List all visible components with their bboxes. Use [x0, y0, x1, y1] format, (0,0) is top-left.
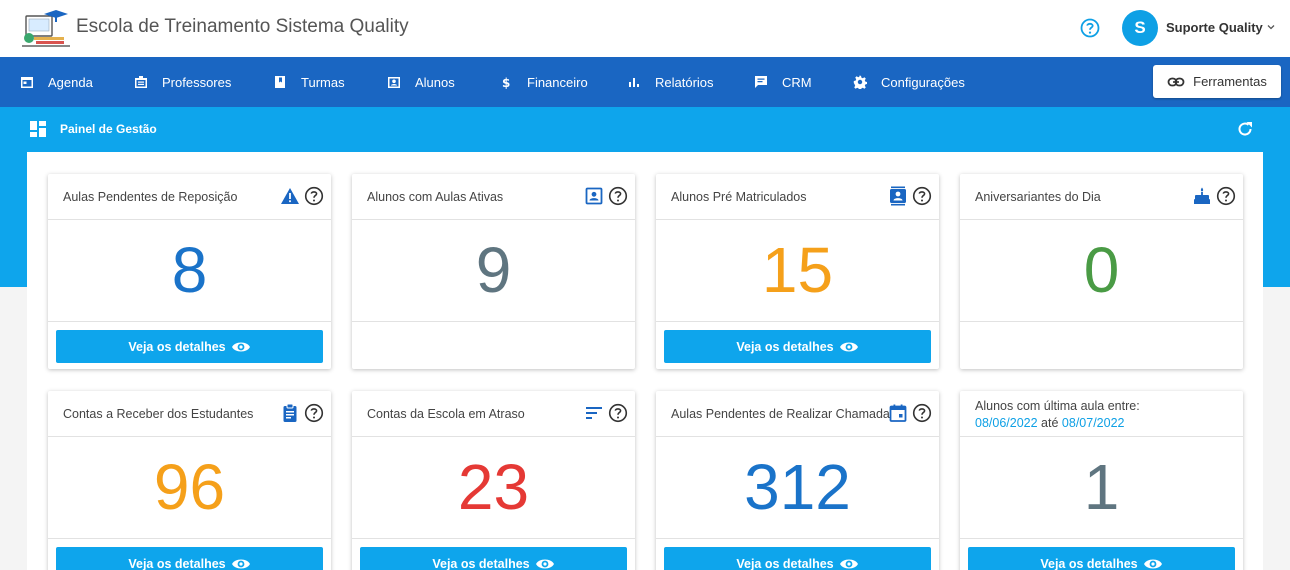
card-title: Aulas Pendentes de Reposição	[63, 190, 238, 204]
chat-icon	[755, 76, 767, 88]
range-prefix: Alunos com última aula entre:	[975, 399, 1140, 413]
nav-label: Alunos	[415, 74, 455, 90]
card-title: Alunos com Aulas Ativas	[367, 190, 504, 204]
nav-item-professores[interactable]: Professores	[134, 57, 231, 107]
dollar-icon: $	[502, 76, 510, 89]
nav-label: Turmas	[301, 74, 345, 90]
details-label: Veja os detalhes	[736, 556, 834, 570]
card-pre-enrolled-students: Alunos Pré Matriculados 15 Veja os detal…	[656, 174, 939, 369]
nav-item-configuracoes[interactable]: Configurações	[853, 57, 965, 107]
help-icon[interactable]	[304, 186, 324, 206]
card-value: 96	[153, 451, 226, 523]
date-to-link[interactable]: 08/07/2022	[1061, 416, 1125, 430]
help-icon[interactable]	[1080, 18, 1100, 38]
help-icon[interactable]	[608, 403, 628, 423]
date-from-link[interactable]: 08/06/2022	[975, 416, 1038, 430]
nav-item-agenda[interactable]: Agenda	[20, 57, 93, 107]
gear-icon	[853, 75, 867, 89]
book-icon	[275, 76, 285, 88]
details-label: Veja os detalhes	[128, 556, 226, 570]
link-icon	[1167, 77, 1185, 86]
warning-icon	[281, 188, 299, 204]
user-avatar[interactable]: S	[1122, 10, 1158, 46]
help-icon[interactable]	[304, 403, 324, 423]
svg-text:$: $	[502, 76, 510, 89]
sort-icon	[586, 407, 602, 419]
view-details-button[interactable]: Veja os detalhes	[664, 547, 931, 570]
eye-icon	[839, 559, 858, 568]
clipboard-icon	[283, 403, 297, 422]
cake-icon	[1194, 187, 1210, 204]
tools-label: Ferramentas	[1193, 74, 1267, 89]
eye-icon	[535, 559, 554, 568]
help-icon[interactable]	[1216, 186, 1236, 206]
card-pending-attendance: Aulas Pendentes de Realizar Chamada 312 …	[656, 391, 939, 570]
view-details-button[interactable]: Veja os detalhes	[56, 330, 323, 363]
top-header: Escola de Treinamento Sistema Quality S …	[0, 0, 1290, 57]
details-label: Veja os detalhes	[128, 339, 226, 354]
card-value: 15	[761, 234, 834, 306]
view-details-button[interactable]: Veja os detalhes	[664, 330, 931, 363]
panel-title: Painel de Gestão	[60, 122, 157, 136]
user-name[interactable]: Suporte Quality	[1166, 20, 1263, 35]
details-label: Veja os detalhes	[432, 556, 530, 570]
contact-icon	[388, 77, 400, 88]
card-pending-makeup-classes: Aulas Pendentes de Reposição 8 Veja os d…	[48, 174, 331, 369]
nav-label: Financeiro	[527, 74, 588, 90]
help-icon[interactable]	[608, 186, 628, 206]
main-nav: Agenda Professores Turmas Alunos $ Finan…	[0, 57, 1290, 107]
card-title: Aniversariantes do Dia	[975, 190, 1101, 204]
contact-icon	[585, 187, 603, 205]
card-school-overdue-bills: Contas da Escola em Atraso 23 Veja os de…	[352, 391, 635, 570]
nav-label: CRM	[782, 74, 812, 90]
view-details-button[interactable]: Veja os detalhes	[968, 547, 1235, 570]
card-value: 312	[744, 451, 851, 523]
details-label: Veja os detalhes	[736, 339, 834, 354]
card-last-class-range: Alunos com última aula entre: 08/06/2022…	[960, 391, 1243, 570]
nav-label: Professores	[162, 74, 232, 90]
card-title: Contas da Escola em Atraso	[367, 407, 525, 421]
calendar-icon	[21, 77, 33, 88]
help-icon[interactable]	[912, 403, 932, 423]
details-label: Veja os detalhes	[1040, 556, 1138, 570]
card-value: 9	[475, 234, 512, 306]
card-title: Aulas Pendentes de Realizar Chamada	[671, 407, 890, 421]
card-birthdays-today: Aniversariantes do Dia 0	[960, 174, 1243, 369]
nav-item-relatorios[interactable]: Relatórios	[627, 57, 714, 107]
card-value: 0	[1083, 234, 1120, 306]
card-student-receivables: Contas a Receber dos Estudantes 96 Veja …	[48, 391, 331, 570]
refresh-icon[interactable]	[1236, 120, 1254, 138]
eye-icon	[231, 342, 250, 351]
chevron-down-icon[interactable]	[1266, 22, 1276, 32]
nav-item-crm[interactable]: CRM	[754, 57, 812, 107]
chart-icon	[629, 78, 639, 87]
date-separator: até	[1041, 416, 1059, 430]
card-active-students: Alunos com Aulas Ativas 9	[352, 174, 635, 369]
eye-icon	[1143, 559, 1162, 568]
event-icon	[889, 404, 907, 422]
tools-button[interactable]: Ferramentas	[1153, 65, 1281, 98]
card-title: Alunos Pré Matriculados	[671, 190, 807, 204]
nav-label: Agenda	[48, 74, 93, 90]
help-icon[interactable]	[912, 186, 932, 206]
dashboard-icon	[30, 121, 46, 137]
card-title: Contas a Receber dos Estudantes	[63, 407, 254, 421]
card-value: 1	[1083, 451, 1120, 523]
contacts-book-icon	[890, 186, 906, 206]
nav-item-alunos[interactable]: Alunos	[387, 57, 455, 107]
nav-label: Relatórios	[655, 74, 714, 90]
app-title: Escola de Treinamento Sistema Quality	[76, 16, 409, 37]
view-details-button[interactable]: Veja os detalhes	[360, 547, 627, 570]
date-range: 08/06/2022 até 08/07/2022	[975, 416, 1124, 430]
eye-icon	[839, 342, 858, 351]
school-logo-icon	[22, 10, 70, 47]
badge-icon	[135, 76, 147, 88]
card-value: 23	[457, 451, 530, 523]
nav-item-turmas[interactable]: Turmas	[273, 57, 345, 107]
view-details-button[interactable]: Veja os detalhes	[56, 547, 323, 570]
nav-item-financeiro[interactable]: $ Financeiro	[499, 57, 588, 107]
card-value: 8	[171, 234, 208, 306]
eye-icon	[231, 559, 250, 568]
nav-label: Configurações	[881, 74, 965, 90]
